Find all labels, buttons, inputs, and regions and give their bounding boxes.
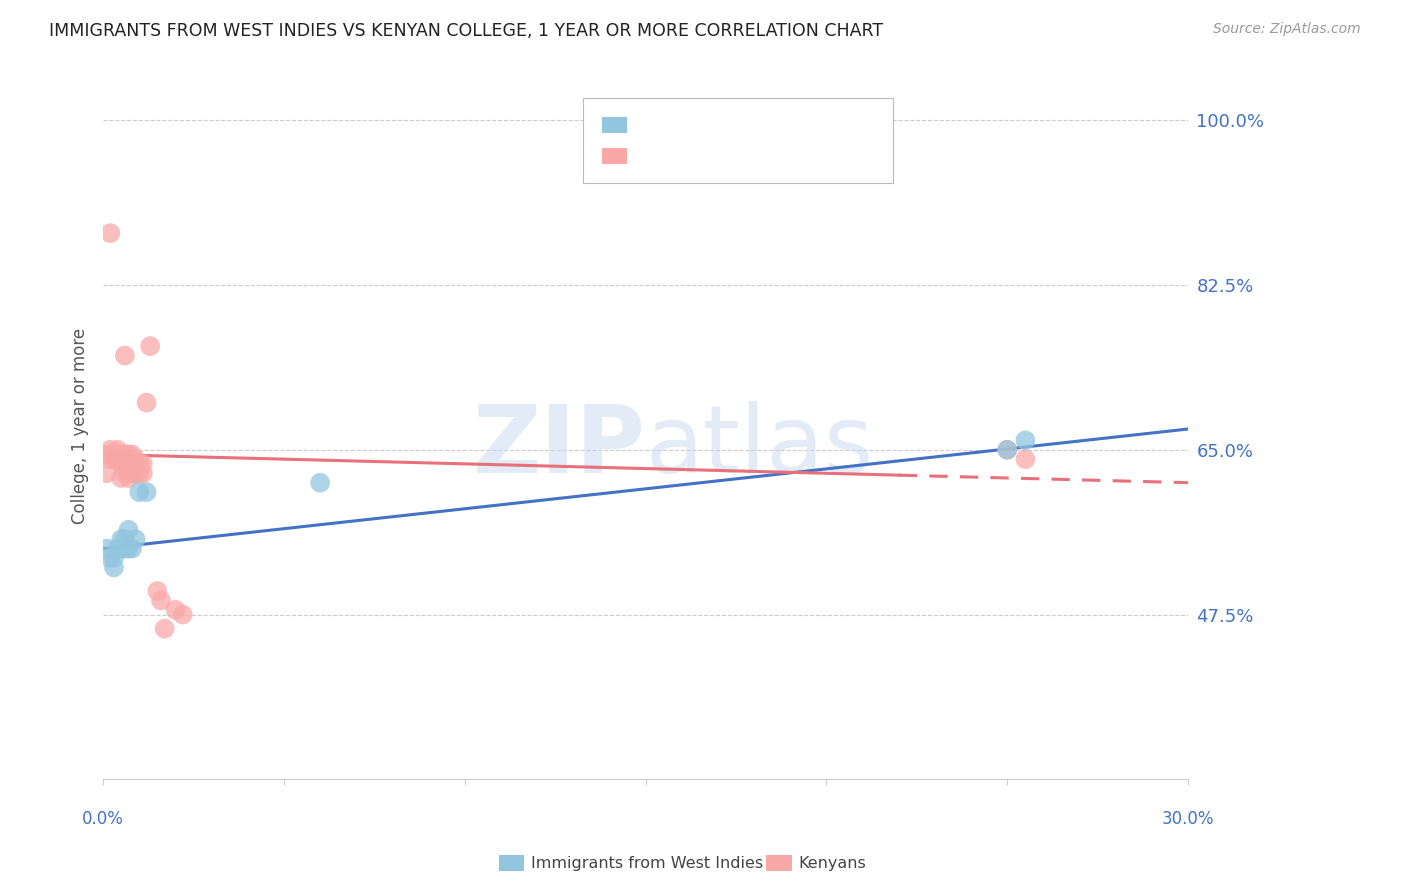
Point: [172, 607, 194, 622]
Text: -0.060: -0.060: [685, 147, 747, 165]
Point: [124, 467, 146, 481]
Point: [110, 532, 132, 546]
Point: [995, 442, 1018, 457]
Point: [114, 349, 136, 363]
Point: [103, 452, 125, 467]
Point: [146, 584, 169, 599]
Point: [96, 467, 118, 481]
Text: 30.0%: 30.0%: [1161, 810, 1215, 828]
Point: [117, 457, 139, 471]
Point: [110, 457, 132, 471]
Text: Immigrants from West Indies: Immigrants from West Indies: [531, 856, 763, 871]
Point: [98, 442, 121, 457]
Point: [139, 339, 162, 353]
Point: [110, 541, 132, 556]
Point: [121, 461, 143, 475]
Point: [117, 447, 139, 461]
Point: [124, 452, 146, 467]
Text: Kenyans: Kenyans: [799, 856, 866, 871]
Point: [1014, 434, 1036, 448]
Text: ZIP: ZIP: [472, 401, 645, 493]
Point: [132, 457, 155, 471]
Point: [114, 447, 136, 461]
Text: R =: R =: [638, 116, 676, 134]
Text: atlas: atlas: [645, 401, 875, 493]
Point: [121, 467, 143, 481]
Point: [98, 226, 121, 240]
Point: [132, 467, 155, 481]
Text: 18: 18: [787, 116, 811, 134]
Point: [117, 541, 139, 556]
Point: [107, 541, 129, 556]
Point: [103, 551, 125, 566]
Point: [128, 457, 150, 471]
Point: [128, 485, 150, 500]
Y-axis label: College, 1 year or more: College, 1 year or more: [72, 328, 89, 524]
Point: [124, 532, 146, 546]
Point: [150, 593, 173, 607]
Text: N =: N =: [755, 147, 794, 165]
Point: [135, 485, 157, 500]
Point: [98, 551, 121, 566]
Point: [110, 447, 132, 461]
Point: [117, 471, 139, 485]
Point: [114, 541, 136, 556]
Point: [309, 475, 332, 490]
Point: [103, 447, 125, 461]
Point: [1014, 452, 1036, 467]
Point: [121, 457, 143, 471]
Point: [96, 447, 118, 461]
Text: R =: R =: [638, 147, 676, 165]
Point: [128, 467, 150, 481]
Point: [114, 457, 136, 471]
Point: [117, 523, 139, 537]
Point: [114, 532, 136, 546]
Point: [995, 442, 1018, 457]
Point: [98, 452, 121, 467]
Point: [103, 560, 125, 574]
Text: IMMIGRANTS FROM WEST INDIES VS KENYAN COLLEGE, 1 YEAR OR MORE CORRELATION CHART: IMMIGRANTS FROM WEST INDIES VS KENYAN CO…: [49, 22, 883, 40]
Point: [165, 603, 187, 617]
Point: [135, 395, 157, 409]
Text: Source: ZipAtlas.com: Source: ZipAtlas.com: [1213, 22, 1361, 37]
Text: 42: 42: [800, 147, 824, 165]
Point: [107, 447, 129, 461]
Point: [107, 452, 129, 467]
Point: [96, 541, 118, 556]
Point: [114, 452, 136, 467]
Point: [110, 471, 132, 485]
Text: N =: N =: [742, 116, 782, 134]
Point: [117, 452, 139, 467]
Text: 0.0%: 0.0%: [82, 810, 124, 828]
Point: [114, 467, 136, 481]
Text: 0.501: 0.501: [685, 116, 740, 134]
Point: [124, 457, 146, 471]
Point: [107, 442, 129, 457]
Point: [153, 622, 176, 636]
Point: [121, 541, 143, 556]
Point: [121, 447, 143, 461]
